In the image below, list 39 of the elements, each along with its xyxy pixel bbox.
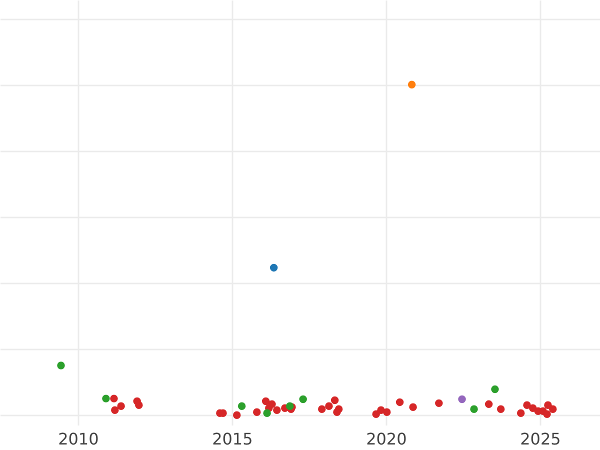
point (102, 394, 110, 402)
point (270, 264, 278, 272)
x-tick-label: 2025 (520, 430, 561, 448)
point (268, 400, 276, 408)
point (286, 402, 294, 410)
point (273, 406, 281, 414)
point (299, 395, 307, 404)
point (382, 408, 391, 416)
point (470, 405, 478, 413)
point (57, 362, 65, 370)
point (111, 406, 119, 414)
point (396, 398, 404, 406)
point (253, 408, 261, 416)
point (458, 395, 466, 404)
point (544, 401, 552, 410)
point (523, 401, 531, 410)
point (135, 401, 143, 410)
point (484, 400, 493, 408)
x-tick-label: 2020 (366, 430, 407, 448)
point (238, 402, 246, 410)
x-tick-label: 2010 (58, 430, 99, 448)
point (263, 409, 271, 417)
point (516, 409, 525, 417)
point (408, 80, 416, 88)
point (435, 399, 443, 408)
point (549, 405, 557, 413)
point (325, 402, 333, 410)
point (330, 396, 339, 404)
point (262, 397, 270, 406)
point (318, 405, 326, 413)
point (110, 394, 118, 402)
point (232, 411, 241, 419)
x-tick-label: 2015 (212, 430, 253, 448)
point (543, 410, 551, 418)
point (334, 405, 343, 413)
point (409, 403, 417, 412)
point (117, 402, 125, 410)
point (496, 405, 505, 413)
point (491, 385, 499, 394)
